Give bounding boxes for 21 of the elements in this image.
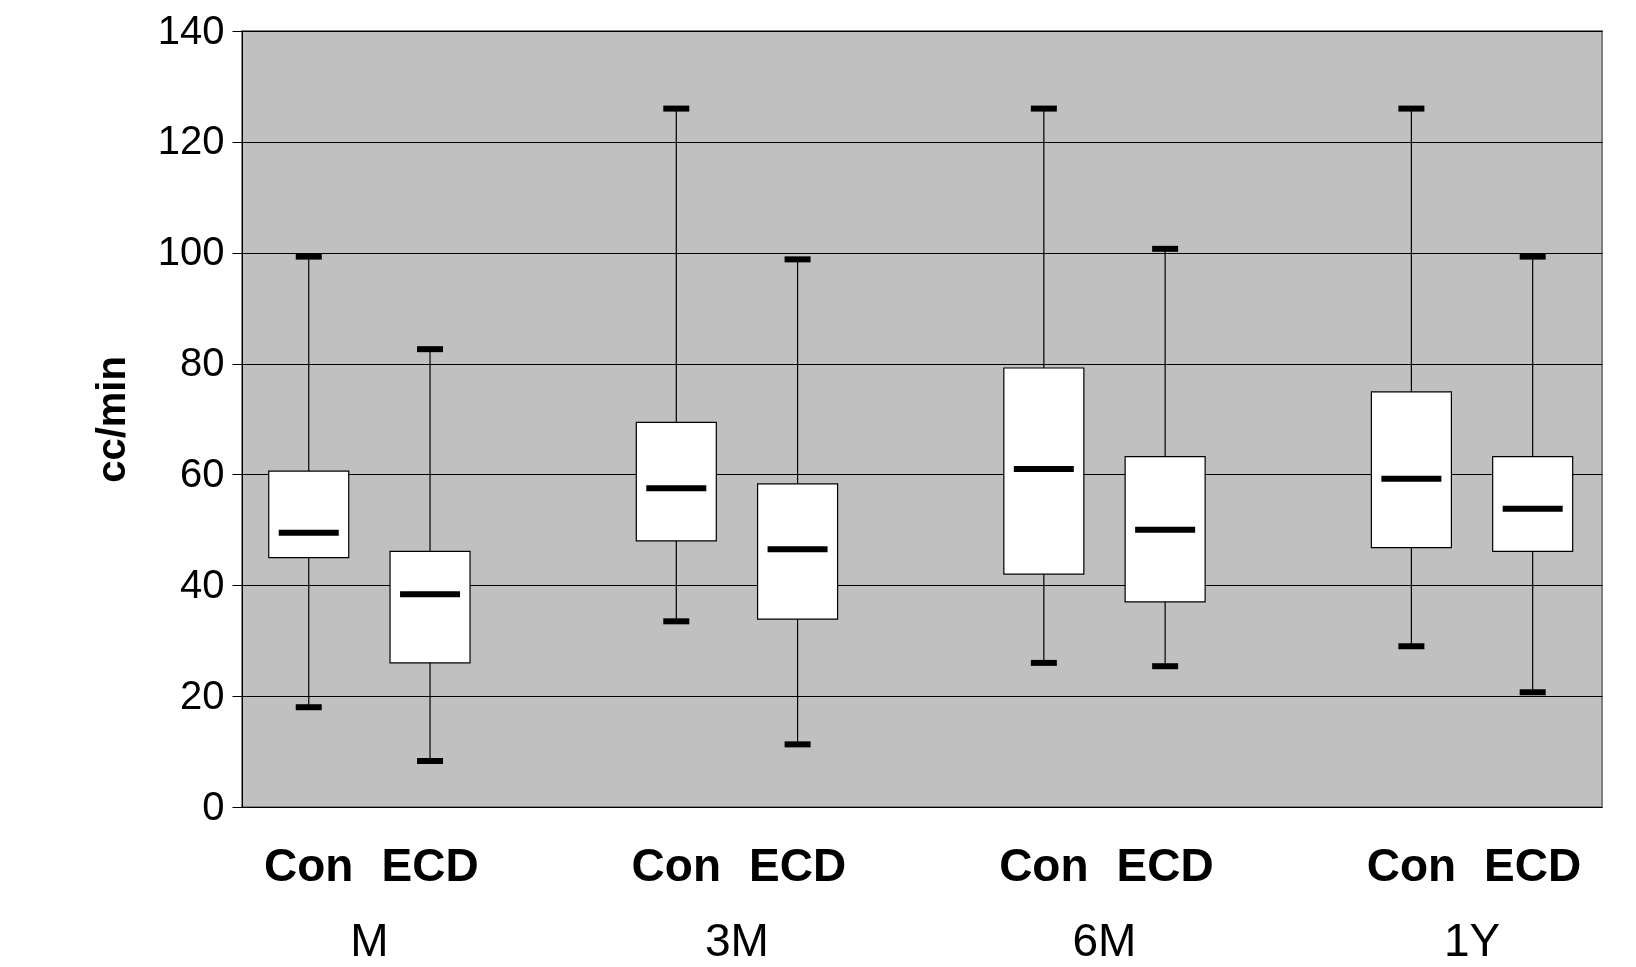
y-tick-label: 120: [157, 118, 225, 163]
x-tick-label: ECD: [1484, 839, 1582, 891]
y-tick-label: 40: [180, 561, 225, 606]
y-tick-label: 80: [180, 340, 225, 385]
x-tick-label: Con: [999, 839, 1089, 891]
text: 1Y: [1443, 914, 1501, 966]
y-axis-title: cc/min: [88, 356, 133, 483]
y-tick-label: 100: [157, 229, 225, 274]
x-tick-label: Con: [631, 839, 722, 891]
x-tick-label: ECD: [749, 839, 847, 891]
x-tick-label: Con: [264, 839, 354, 891]
text: M: [350, 914, 389, 966]
y-tick-label: 20: [180, 672, 225, 717]
x-tick-label: ECD: [381, 839, 479, 891]
x-tick-label: ECD: [1116, 839, 1214, 891]
y-tick-label: 0: [202, 783, 225, 828]
text: 3M: [704, 914, 769, 966]
x-tick-label: Con: [1366, 839, 1457, 891]
y-tick-label: 140: [157, 7, 225, 52]
text: 6M: [1072, 914, 1137, 966]
y-tick-label: 60: [180, 450, 225, 495]
